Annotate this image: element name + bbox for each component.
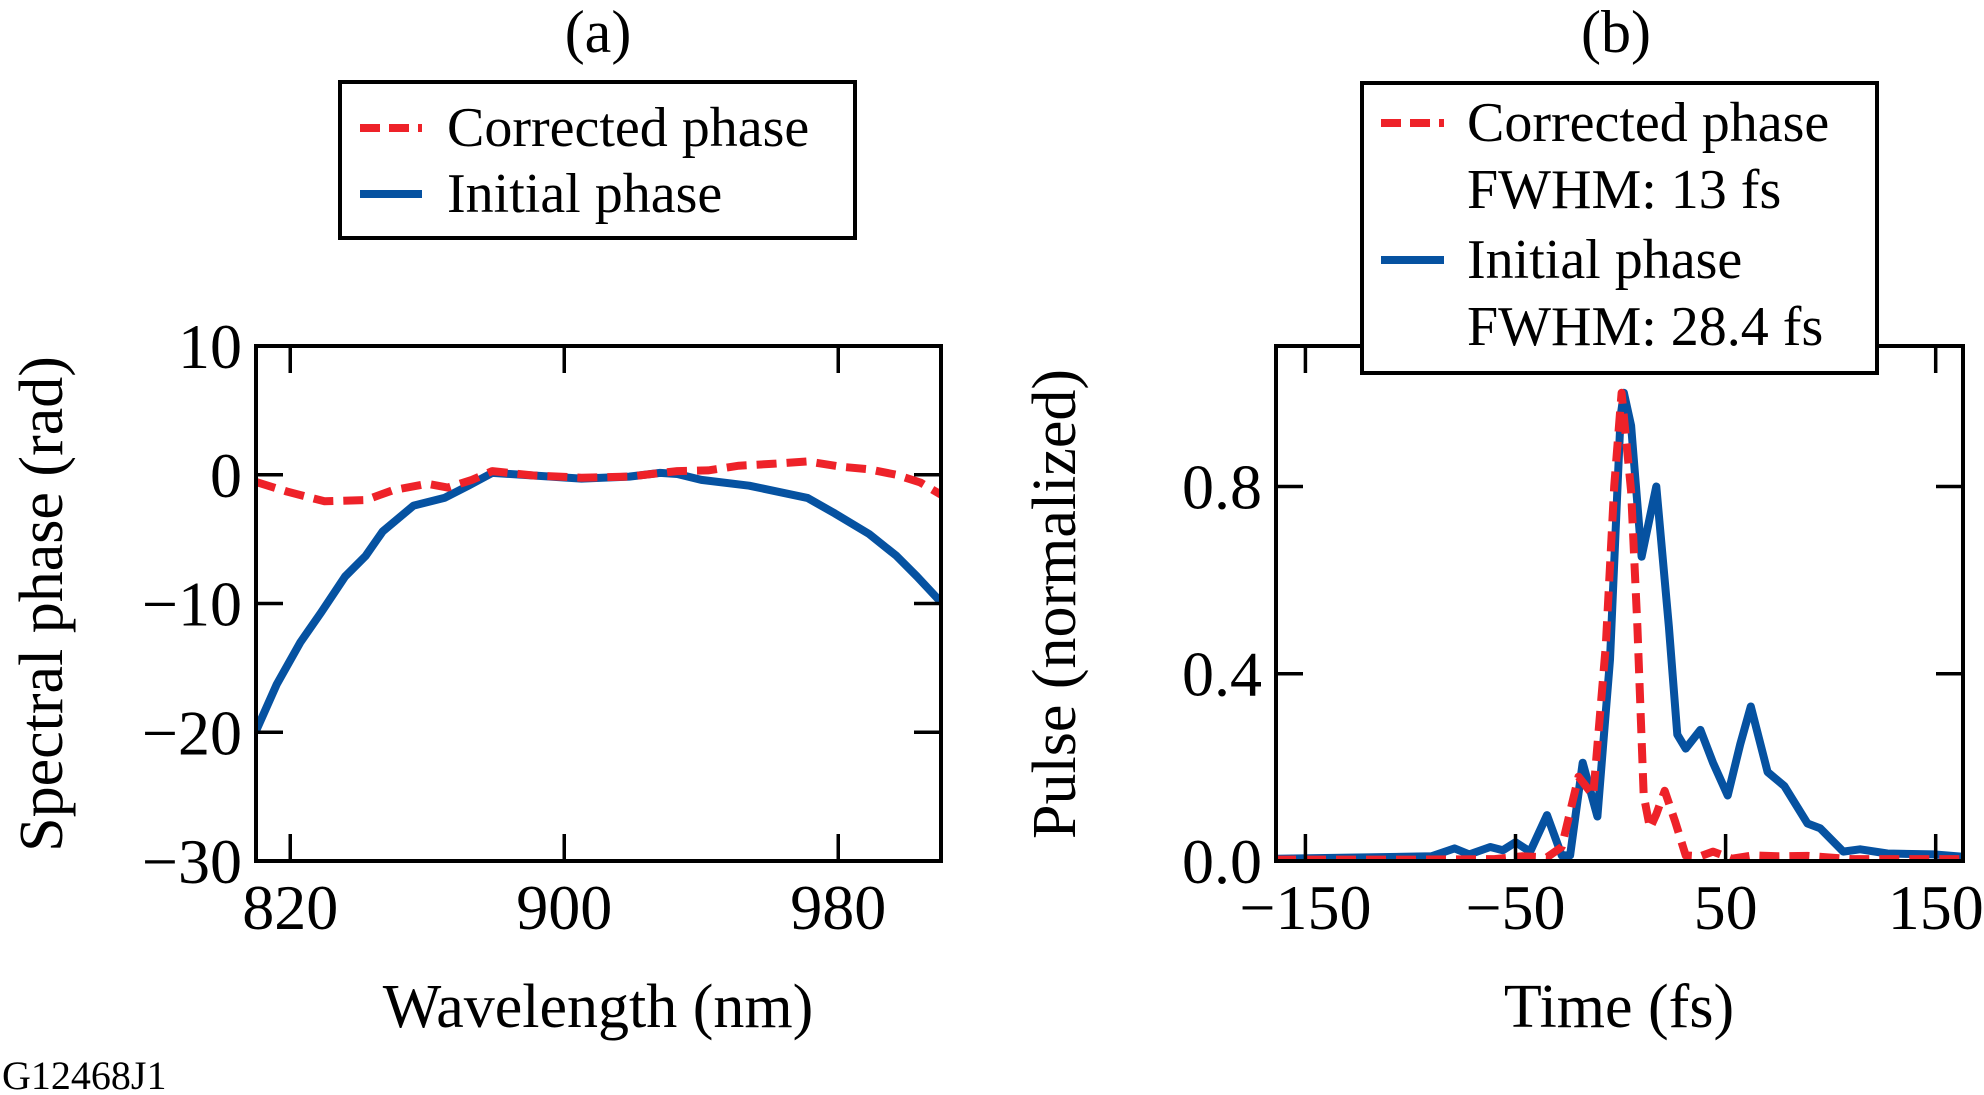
panel-b-series-group <box>1276 388 1963 861</box>
panel-a-title: (a) <box>565 0 632 65</box>
panel-b-x-tick-label: −50 <box>1465 872 1565 943</box>
panel-a-y-axis-label: Spectral phase (rad) <box>8 356 76 852</box>
panel-a-legend-box <box>338 80 857 240</box>
panel-a-legend: Corrected phase Initial phase <box>338 80 857 240</box>
panel-b-plot-area: −150 −50 50 150 0.0 0.4 0.8 <box>1182 344 1984 943</box>
panel-b-y-axis-label: Pulse (normalized) <box>1021 369 1089 839</box>
panel-b-legend-initial-fwhm: FWHM: 28.4 fs <box>1467 296 1823 358</box>
panel-b-legend-corrected-fwhm: FWHM: 13 fs <box>1467 159 1781 221</box>
panel-a: (a) Corrected phase Initial phase 820 900… <box>8 0 943 1041</box>
panel-b-x-tick-label: 50 <box>1694 872 1758 943</box>
panel-b: (b) −150 −50 50 150 0.0 0.4 0.8 Corrected phas… <box>1021 0 1984 1041</box>
panel-a-axes-frame <box>254 344 943 863</box>
panel-a-series-initial-line <box>256 468 941 733</box>
panel-a-y-tick-label: −20 <box>142 697 242 768</box>
panel-a-y-tick-label: −30 <box>142 826 242 897</box>
panel-b-y-tick-label: 0.8 <box>1182 451 1262 522</box>
panel-b-series-initial-line <box>1276 388 1963 861</box>
panel-b-x-axis-label: Time (fs) <box>1504 973 1734 1041</box>
panel-a-x-tick-label: 900 <box>516 872 612 943</box>
panel-b-title: (b) <box>1581 0 1651 65</box>
panel-a-series-corrected-line <box>256 457 941 506</box>
panel-a-plot-area: 820 900 980 10 0 −10 −20 −30 <box>142 311 943 943</box>
panel-a-x-tick-label: 980 <box>790 872 886 943</box>
panel-a-series-group <box>256 457 941 733</box>
panel-a-y-tick-label: −10 <box>142 569 242 640</box>
panel-b-y-tick-label: 0.0 <box>1182 826 1262 897</box>
panel-a-x-tick-label: 820 <box>242 872 338 943</box>
panel-b-legend: Corrected phase FWHM: 13 fs Initial phas… <box>1360 81 1879 375</box>
panel-b-x-tick-label: 150 <box>1888 872 1984 943</box>
panel-a-y-tick-label: 10 <box>178 311 242 382</box>
panel-a-x-axis-label: Wavelength (nm) <box>383 973 814 1041</box>
panel-a-legend-initial-label: Initial phase <box>447 163 722 225</box>
panel-b-series-corrected-line <box>1276 388 1963 861</box>
figure-id-label: G12468J1 <box>2 1053 166 1095</box>
panel-b-legend-box <box>1360 81 1879 375</box>
panel-b-legend-initial-label: Initial phase <box>1467 229 1742 291</box>
panel-b-legend-corrected-label: Corrected phase <box>1467 92 1829 154</box>
panel-a-legend-corrected-label: Corrected phase <box>447 97 809 159</box>
panel-a-y-tick-label: 0 <box>210 440 242 511</box>
panel-b-y-tick-label: 0.4 <box>1182 639 1262 710</box>
panel-b-x-tick-label: −150 <box>1239 872 1371 943</box>
